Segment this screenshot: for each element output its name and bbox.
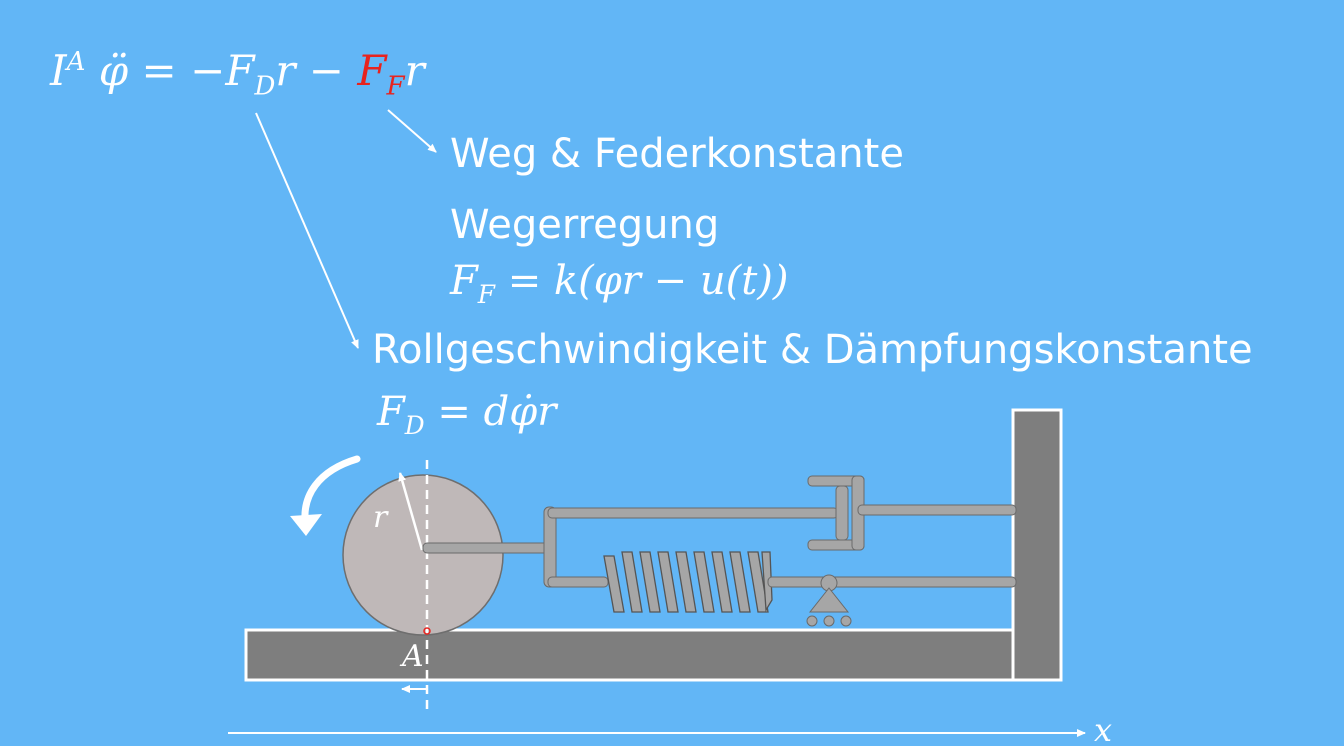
contact-point-marker [423, 627, 431, 635]
angular-acceleration-symbol: φ̈ [98, 46, 129, 95]
support-roller-2 [823, 615, 835, 627]
ff-rhs: = k(φr − u(t)) [507, 258, 789, 304]
spring-force-subscript: F [386, 71, 405, 102]
excitation-label: Wegerregung [450, 202, 720, 248]
ff-symbol: F [450, 258, 478, 304]
damper-piston [835, 485, 849, 541]
spring-force-symbol: F [357, 46, 387, 95]
inertia-superscript: A [66, 47, 86, 77]
contact-point-label: A [399, 639, 424, 674]
x-axis-label: x [1094, 711, 1112, 746]
damping-force-formula: FD = dφ̇r [377, 389, 556, 440]
spring-rod-left [547, 576, 609, 588]
spring-pointer-arrow [387, 109, 437, 153]
spring-force-formula: FF = k(φr − u(t)) [450, 258, 789, 309]
radius-symbol-1: r [275, 46, 296, 95]
support-roller-3 [840, 615, 852, 627]
axle-rod [422, 542, 551, 554]
equation-of-motion: IA φ̈ = −FDr − FFr [50, 46, 425, 101]
fd-rhs: = dφ̇r [437, 389, 557, 435]
damper-pointer-arrow [255, 112, 359, 349]
inertia-symbol: I [50, 46, 67, 95]
spring-rod-right [767, 576, 1017, 588]
spring-coils [603, 551, 773, 613]
damping-force-symbol: F [225, 46, 255, 95]
damper-rod-right [857, 504, 1017, 516]
spring-label: Weg & Federkonstante [450, 131, 904, 177]
rotation-arrowhead [290, 514, 322, 536]
wheel [342, 474, 504, 636]
ground-wall [1011, 408, 1063, 682]
damper-label: Rollgeschwindigkeit & Dämpfungskonstante [372, 327, 1253, 373]
fd-subscript: D [404, 411, 425, 440]
radius-label: r [373, 500, 389, 535]
fd-symbol: F [377, 389, 405, 435]
minus-sign-2: − [308, 46, 344, 95]
radius-line [398, 472, 424, 551]
radius-symbol-2: r [404, 46, 425, 95]
ff-subscript: F [477, 280, 495, 309]
damping-force-subscript: D [254, 71, 276, 102]
excitation-support [808, 587, 850, 613]
ground-base [244, 628, 1017, 682]
damper-rod-left [547, 507, 839, 519]
link-bar [543, 506, 557, 588]
minus-sign-1: − [190, 46, 226, 95]
support-roller-1 [806, 615, 818, 627]
equals-sign: = [141, 46, 177, 95]
